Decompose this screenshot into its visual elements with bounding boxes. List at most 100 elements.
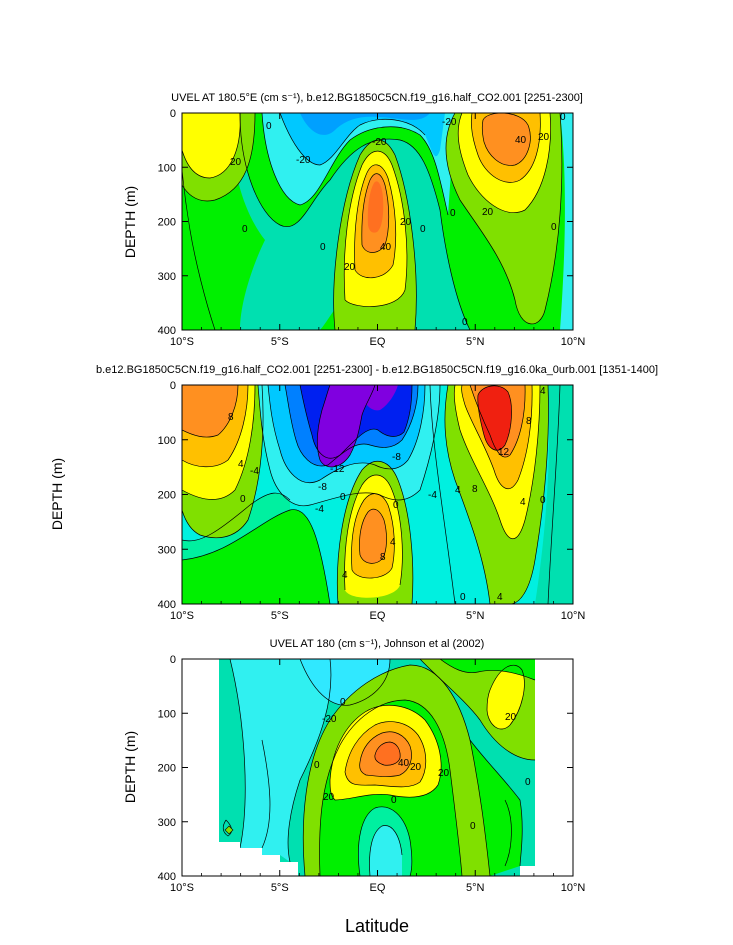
- p2-clabel: 4: [497, 592, 503, 603]
- y-axis-label: DEPTH (m): [49, 458, 65, 530]
- p1-clabel: 20: [482, 207, 494, 218]
- panel-2-contours: [182, 385, 573, 604]
- panel-2-title: b.e12.BG1850C5CN.f19_g16.half_CO2.001 [2…: [96, 364, 658, 376]
- p2-clabel: -8: [318, 482, 327, 493]
- p2-clabel: 0: [393, 500, 399, 511]
- p1-clabel: 0: [462, 317, 468, 328]
- y-tick-label: 100: [158, 162, 176, 174]
- panel-1-contours: [182, 113, 573, 330]
- p2-purple-top: [352, 385, 398, 411]
- x-tick-label: 10°N: [561, 610, 586, 622]
- x-tick-label: 5°S: [271, 882, 289, 894]
- x-tick-label: EQ: [370, 610, 386, 622]
- p3-clabel: 0: [391, 795, 397, 806]
- y-tick-label: 300: [158, 817, 176, 829]
- p3-clabel: 0: [525, 777, 531, 788]
- p2-right-red: [477, 385, 512, 451]
- p3-clabel: -20: [322, 714, 337, 725]
- p2-clabel: 4: [540, 386, 546, 397]
- panel-2-contour-labels: 8 4 0 -4 -8 -12 -8 -4 0 4 8 4 0 -4 4 8 1…: [228, 386, 546, 603]
- x-tick-label: 10°S: [170, 610, 194, 622]
- y-axis-label: DEPTH (m): [122, 186, 138, 258]
- p1-clabel: 0: [560, 112, 566, 123]
- p2-clabel: 0: [340, 492, 346, 503]
- panel-1-contour-labels: 0 20 -20 0 -20 20 40 0 -20 0 20 40 0 0 0…: [230, 112, 566, 328]
- p2-clabel: 12: [498, 447, 510, 458]
- p1-clabel: 0: [450, 208, 456, 219]
- p3-clabel: 20: [438, 768, 450, 779]
- y-tick-label: 0: [170, 654, 176, 666]
- y-tick-label: 400: [158, 325, 176, 337]
- p3-right-lightgreen: [440, 659, 535, 680]
- p2-purple: [317, 385, 375, 467]
- p1-clabel: -20: [442, 117, 457, 128]
- p1-clabel: 20: [538, 132, 550, 143]
- p3-small-diamond: [224, 825, 234, 835]
- p3-clabel: 20: [323, 792, 335, 803]
- y-tick-label: 400: [158, 871, 176, 883]
- p2-clabel: 0: [240, 494, 246, 505]
- panel-3-title: UVEL AT 180 (cm s⁻¹), Johnson et al (200…: [270, 638, 485, 650]
- p1-clabel: 0: [242, 224, 248, 235]
- p3-nodata-right: [520, 659, 573, 876]
- p1-blue-top: [300, 113, 430, 135]
- panel-2: b.e12.BG1850C5CN.f19_g16.half_CO2.001 [2…: [96, 364, 658, 605]
- p2-jet-orange: [359, 509, 387, 564]
- p3-right-yellow: [487, 665, 525, 730]
- x-tick-label: 10°N: [561, 882, 586, 894]
- y-tick-label: 100: [158, 435, 176, 447]
- p2-clabel: 0: [540, 495, 546, 506]
- p2-clabel: 8: [472, 484, 478, 495]
- p2-clabel: -12: [330, 464, 345, 475]
- p1-clabel: 40: [380, 242, 392, 253]
- y-tick-label: 300: [158, 544, 176, 556]
- y-tick-label: 0: [170, 380, 176, 392]
- p2-bottom-green: [182, 509, 330, 604]
- x-tick-label: 10°N: [561, 336, 586, 348]
- p2-clabel: 4: [520, 497, 526, 508]
- p2-clabel: -4: [250, 466, 259, 477]
- p2-clabel: 8: [380, 552, 386, 563]
- y-axis-label: DEPTH (m): [122, 731, 138, 803]
- y-tick-label: 200: [158, 217, 176, 229]
- p1-clabel: 0: [551, 222, 557, 233]
- p1-clabel: 0: [266, 121, 272, 132]
- p3-cyan-band: [230, 659, 331, 862]
- p3-clabel: 40: [398, 758, 410, 769]
- y-tick-label: 200: [158, 490, 176, 502]
- x-tick-label: 5°S: [271, 610, 289, 622]
- p1-clabel: 20: [400, 217, 412, 228]
- p3-clabel: 0: [470, 821, 476, 832]
- x-tick-label: 5°N: [466, 336, 485, 348]
- p3-nodata-left: [182, 659, 298, 876]
- panel-3-contours: [182, 659, 573, 876]
- p2-clabel: 4: [390, 537, 396, 548]
- p2-clabel: 8: [526, 416, 532, 427]
- panel-3: UVEL AT 180 (cm s⁻¹), Johnson et al (200…: [181, 638, 574, 877]
- p3-clabel: 0: [340, 697, 346, 708]
- p3-right-lower-green: [470, 740, 523, 876]
- p1-clabel: 20: [230, 157, 242, 168]
- p2-clabel: -8: [392, 452, 401, 463]
- y-tick-label: 100: [158, 708, 176, 720]
- p3-clabel: 20: [505, 712, 517, 723]
- x-tick-label: 5°N: [466, 610, 485, 622]
- p1-clabel: 0: [320, 242, 326, 253]
- p2-clabel: -4: [428, 490, 437, 501]
- p3-cyan-tongue: [369, 825, 402, 876]
- p1-clabel: 0: [420, 224, 426, 235]
- y-tick-label: 200: [158, 763, 176, 775]
- p2-left-orange: [182, 385, 238, 438]
- p1-jet-core: [367, 181, 384, 233]
- panel-1: UVEL AT 180.5°E (cm s⁻¹), b.e12.BG1850C5…: [171, 92, 583, 331]
- p1-right-orange: [482, 113, 531, 166]
- p3-core: [374, 742, 401, 766]
- panel-1-title: UVEL AT 180.5°E (cm s⁻¹), b.e12.BG1850C5…: [171, 92, 583, 104]
- p1-clabel: 40: [515, 135, 527, 146]
- x-tick-label: EQ: [370, 336, 386, 348]
- p1-clabel: 20: [344, 262, 356, 273]
